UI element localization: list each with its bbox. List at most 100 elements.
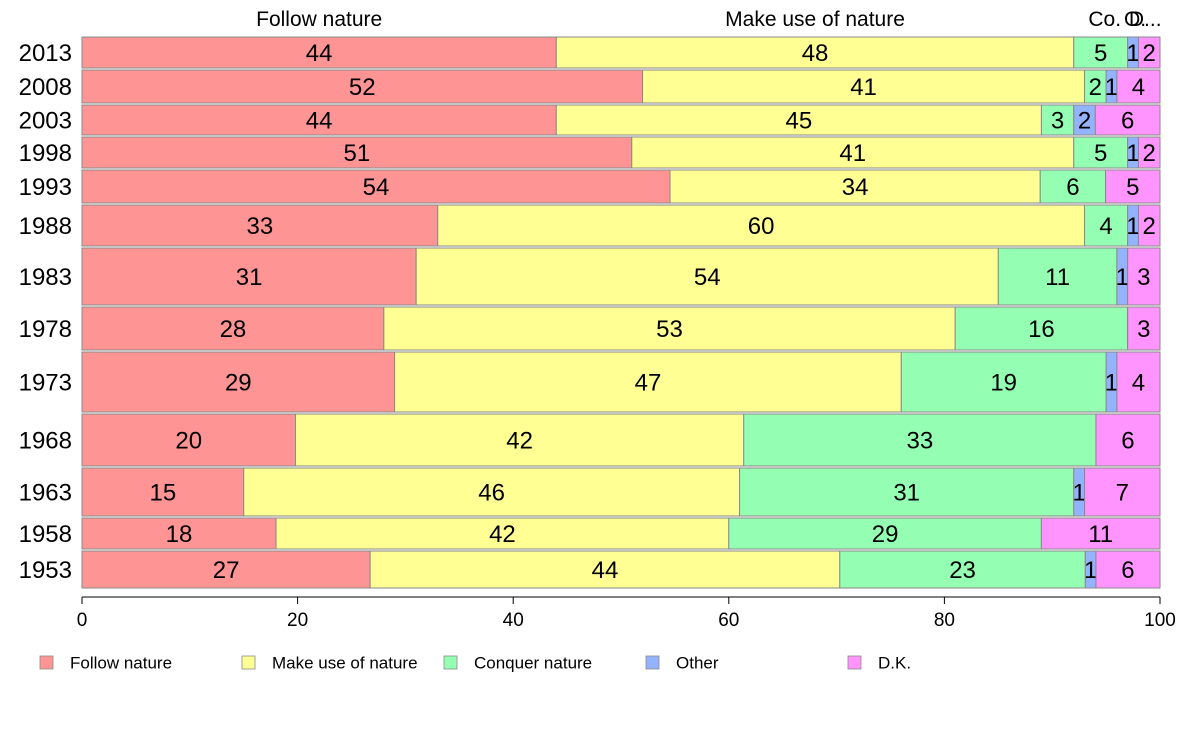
bar-value-label: 33 bbox=[247, 213, 274, 240]
year-label: 1988 bbox=[19, 213, 72, 240]
bar-value-label: 54 bbox=[694, 264, 721, 291]
bar-segment bbox=[1095, 550, 1161, 589]
bar-value-label: 42 bbox=[489, 521, 516, 548]
bar-value-label: 6 bbox=[1121, 428, 1134, 455]
bar-row: 31 54 11 1 3 bbox=[81, 247, 1161, 306]
x-tick-label: 0 bbox=[77, 610, 88, 631]
bar-value-label: 1 bbox=[1084, 557, 1097, 584]
bar-value-label: 18 bbox=[166, 521, 193, 548]
year-label: 2003 bbox=[19, 108, 72, 135]
bar-value-label: 41 bbox=[839, 140, 866, 167]
bar-value-label: 4 bbox=[1132, 370, 1145, 397]
bar-segment bbox=[1039, 169, 1107, 204]
bar-value-label: 1 bbox=[1105, 74, 1118, 101]
x-tick-label: 60 bbox=[718, 610, 739, 631]
bar-value-label: 4 bbox=[1132, 74, 1145, 101]
bar-segment bbox=[1116, 351, 1161, 413]
year-label: 1963 bbox=[19, 480, 72, 507]
bar-segment bbox=[743, 413, 1097, 467]
bar-value-label: 2 bbox=[1143, 140, 1156, 167]
bar-value-label: 1 bbox=[1126, 140, 1139, 167]
legend-label: Conquer nature bbox=[474, 654, 592, 673]
bar-segment bbox=[1084, 467, 1161, 517]
bar-value-label: 33 bbox=[906, 428, 933, 455]
column-header: O. bbox=[1124, 8, 1146, 31]
bar-segment bbox=[1094, 104, 1161, 136]
bar-row: 18 42 29 11 bbox=[81, 517, 1161, 550]
bar-value-label: 1 bbox=[1116, 264, 1129, 291]
column-header: Co. bbox=[1088, 8, 1121, 31]
x-tick-label: 100 bbox=[1144, 610, 1176, 631]
bar-segment bbox=[81, 169, 671, 204]
bar-value-label: 60 bbox=[748, 213, 775, 240]
legend-swatch bbox=[443, 655, 458, 670]
bar-segment bbox=[1105, 169, 1161, 204]
bar-row: 33 60 4 1 2 bbox=[81, 204, 1161, 247]
bar-value-label: 3 bbox=[1051, 108, 1064, 135]
column-header: D... bbox=[1129, 8, 1162, 31]
year-label: 1968 bbox=[19, 428, 72, 455]
legend-swatch bbox=[39, 655, 54, 670]
bar-segment bbox=[1040, 104, 1075, 136]
bars: 44 48 5 1 252 41 2 1 444 45 3 2 651 41 5 1 254 34 6 533 60 4 1… bbox=[81, 36, 1161, 589]
x-axis: 0 20 40 60 80 100 bbox=[77, 596, 1176, 631]
bar-value-label: 31 bbox=[893, 480, 920, 507]
legend-label: Follow nature bbox=[70, 654, 172, 673]
bar-value-label: 5 bbox=[1094, 40, 1107, 67]
bar-row: 44 48 5 1 2 bbox=[81, 36, 1161, 69]
bar-value-label: 27 bbox=[213, 557, 240, 584]
bar-value-label: 44 bbox=[592, 557, 619, 584]
bar-segment bbox=[739, 467, 1075, 517]
bar-value-label: 5 bbox=[1126, 174, 1139, 201]
bar-segment bbox=[437, 204, 1086, 247]
bar-row: 54 34 6 5 bbox=[81, 169, 1161, 204]
bar-segment bbox=[1137, 136, 1161, 169]
bar-segment bbox=[1040, 517, 1161, 550]
x-tick-label: 40 bbox=[503, 610, 524, 631]
year-label: 1978 bbox=[19, 316, 72, 343]
year-label: 2013 bbox=[19, 40, 72, 67]
x-tick-label: 20 bbox=[287, 610, 308, 631]
year-label: 1953 bbox=[19, 557, 72, 584]
bar-segment bbox=[81, 306, 385, 351]
bar-value-label: 45 bbox=[786, 108, 813, 135]
column-header: Make use of nature bbox=[725, 8, 905, 31]
bar-value-label: 6 bbox=[1121, 108, 1134, 135]
bar-segment bbox=[1095, 413, 1161, 467]
legend-item: Other bbox=[645, 654, 719, 673]
bar-value-label: 47 bbox=[635, 370, 662, 397]
bar-segment bbox=[81, 204, 439, 247]
bar-value-label: 2 bbox=[1143, 213, 1156, 240]
bar-value-label: 44 bbox=[306, 40, 333, 67]
bar-row: 15 46 31 1 7 bbox=[81, 467, 1161, 517]
bar-value-label: 5 bbox=[1094, 140, 1107, 167]
bar-segment bbox=[81, 104, 557, 136]
bar-row: 27 44 23 1 6 bbox=[81, 550, 1161, 589]
bar-row: 28 53 16 3 bbox=[81, 306, 1161, 351]
bar-value-label: 3 bbox=[1137, 316, 1150, 343]
bar-value-label: 1 bbox=[1126, 213, 1139, 240]
legend-label: D.K. bbox=[878, 654, 911, 673]
bar-segment bbox=[294, 413, 745, 467]
bar-value-label: 1 bbox=[1126, 40, 1139, 67]
bar-row: 52 41 2 1 4 bbox=[81, 69, 1161, 104]
bar-value-label: 29 bbox=[872, 521, 899, 548]
legend-item: Follow nature bbox=[39, 654, 172, 673]
bar-value-label: 34 bbox=[842, 174, 869, 201]
year-label: 2008 bbox=[19, 74, 72, 101]
bar-value-label: 1 bbox=[1105, 370, 1118, 397]
bar-value-label: 28 bbox=[220, 316, 247, 343]
bar-value-label: 6 bbox=[1066, 174, 1079, 201]
bar-row: 44 45 3 2 6 bbox=[81, 104, 1161, 136]
column-header: Follow nature bbox=[256, 8, 382, 31]
x-tick-label: 80 bbox=[934, 610, 955, 631]
legend-item: Conquer nature bbox=[443, 654, 592, 673]
bar-segment bbox=[1137, 36, 1161, 69]
bar-segment bbox=[555, 36, 1075, 69]
bar-value-label: 3 bbox=[1137, 264, 1150, 291]
bar-segment bbox=[1084, 204, 1129, 247]
year-label: 1993 bbox=[19, 174, 72, 201]
bar-row: 20 42 33 6 bbox=[81, 413, 1161, 467]
bar-segment bbox=[1127, 247, 1161, 306]
